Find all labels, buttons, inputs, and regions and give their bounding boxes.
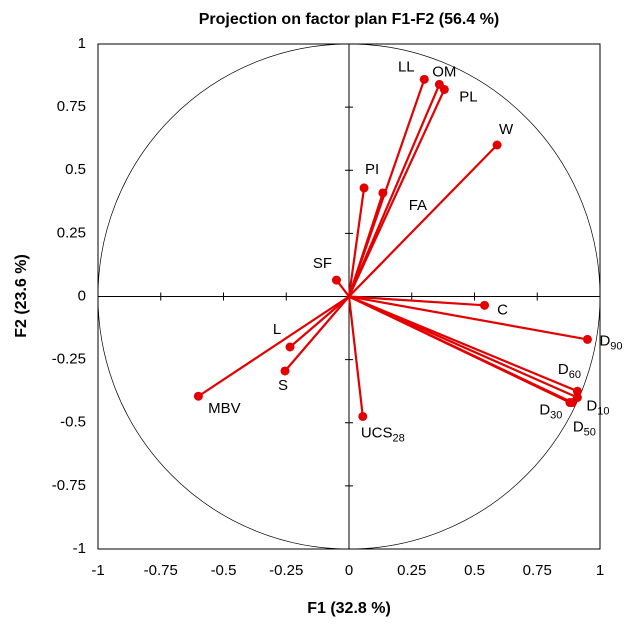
point — [193, 391, 203, 401]
y-tick-label: 0.25 — [57, 224, 86, 241]
x-tick-label: -0.5 — [211, 562, 237, 579]
loading-vector — [347, 83, 441, 297]
point-label: D50 — [573, 419, 596, 439]
point-label: L — [273, 321, 281, 338]
x-tick-label: -0.25 — [269, 562, 303, 579]
y-tick-label: -0.5 — [60, 414, 86, 431]
point-label: OM — [432, 63, 456, 80]
label-text: W — [499, 121, 514, 138]
y-tick-label: 0 — [78, 287, 86, 304]
label-text: D — [539, 402, 550, 419]
label-text: S — [278, 377, 288, 394]
label-text: L — [273, 321, 281, 338]
label-text: PI — [365, 161, 379, 178]
label-text: MBV — [208, 400, 241, 417]
point-label: C — [497, 301, 508, 318]
label-text: D — [558, 361, 569, 378]
loading-vector — [348, 88, 446, 297]
x-tick-label: 0 — [345, 562, 353, 579]
label-text: FA — [409, 197, 427, 214]
label-text: C — [497, 301, 508, 318]
x-tick-label: 1 — [596, 562, 604, 579]
loading-vector — [289, 295, 350, 348]
point-label: MBV — [208, 400, 241, 417]
point-label: D60 — [558, 361, 581, 381]
y-tick-label: -0.25 — [52, 351, 86, 368]
loading-vector — [347, 192, 384, 297]
point-label: PL — [459, 88, 477, 105]
label-text: D — [599, 332, 610, 349]
point-label: D30 — [539, 402, 562, 422]
label-subscript: 90 — [610, 340, 622, 352]
point — [565, 398, 575, 408]
point-label: PI — [365, 161, 379, 178]
y-tick-label: 1 — [78, 35, 86, 52]
point — [492, 140, 502, 150]
point — [419, 74, 429, 84]
label-text: LL — [398, 58, 415, 75]
label-text: OM — [432, 63, 456, 80]
label-text: PL — [459, 88, 477, 105]
point-label: UCS28 — [361, 424, 405, 444]
point — [378, 188, 388, 198]
x-tick-label: -0.75 — [144, 562, 178, 579]
label-subscript: 50 — [584, 426, 596, 438]
point — [359, 183, 369, 193]
x-tick-label: 0.25 — [397, 562, 426, 579]
point — [358, 411, 368, 421]
loading-vector — [348, 295, 571, 404]
point — [439, 84, 449, 94]
point-label: W — [499, 121, 514, 138]
loading-vector — [348, 295, 588, 341]
x-tick-label: 0.75 — [523, 562, 552, 579]
point — [572, 386, 582, 396]
y-tick-label: -1 — [73, 540, 86, 557]
y-tick-label: 0.5 — [65, 161, 86, 178]
label-text: D — [586, 397, 597, 414]
y-tick-label: 0.75 — [57, 98, 86, 115]
x-axis-title: F1 (32.8 %) — [307, 600, 391, 617]
label-subscript: 30 — [550, 409, 562, 421]
y-tick-label: -0.75 — [52, 477, 86, 494]
point-label: S — [278, 377, 288, 394]
point — [280, 366, 290, 376]
point-label: D10 — [586, 397, 609, 417]
label-subscript: 60 — [569, 369, 581, 381]
point-label: LL — [398, 58, 415, 75]
label-subscript: 28 — [393, 432, 405, 444]
point-label: D90 — [599, 332, 622, 352]
loading-vector — [347, 187, 366, 297]
y-axis-title: F2 (23.6 %) — [13, 254, 30, 338]
label-subscript: 10 — [597, 405, 609, 417]
point-label: FA — [409, 197, 427, 214]
chart-title: Projection on factor plan F1-F2 (56.4 %) — [199, 11, 500, 28]
loading-vector — [284, 295, 350, 372]
label-text: D — [573, 419, 584, 436]
x-tick-label: -1 — [91, 562, 104, 579]
loading-vector — [197, 295, 350, 398]
loading-vector — [348, 295, 485, 307]
label-text: SF — [313, 255, 332, 272]
point — [285, 342, 295, 352]
point — [331, 275, 341, 285]
loading-vector — [348, 144, 498, 298]
loading-vector — [347, 296, 364, 417]
label-text: UCS — [361, 424, 393, 441]
point — [582, 334, 592, 344]
point-label: SF — [313, 255, 332, 272]
loading-vector — [348, 295, 578, 399]
point — [480, 300, 490, 310]
x-tick-label: 0.5 — [464, 562, 485, 579]
